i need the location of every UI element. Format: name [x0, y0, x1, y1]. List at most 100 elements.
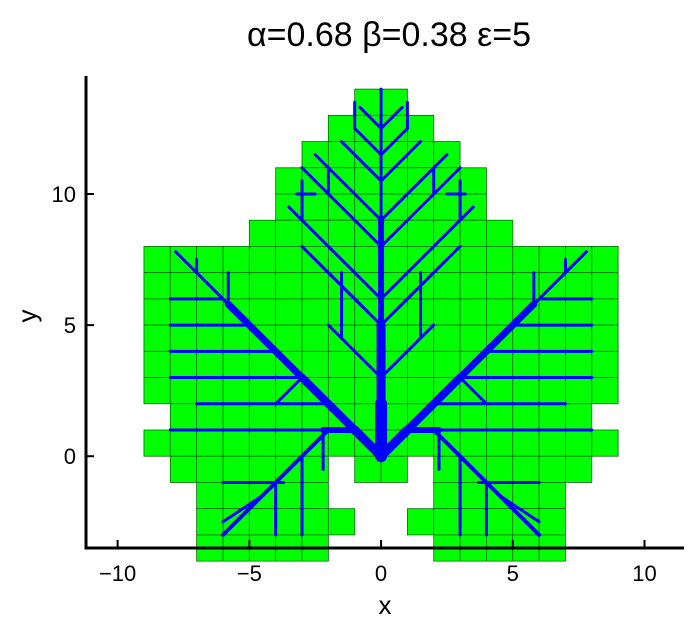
cell — [275, 298, 303, 326]
cell — [169, 272, 198, 300]
cell — [538, 429, 566, 457]
cell — [459, 429, 487, 457]
cell — [248, 508, 277, 536]
cell — [196, 377, 224, 405]
cell — [196, 246, 224, 274]
cell — [565, 350, 593, 378]
cell — [301, 482, 329, 510]
cell — [327, 219, 356, 247]
cell — [591, 350, 619, 378]
cell — [486, 272, 514, 300]
cell — [248, 350, 277, 378]
cell — [143, 272, 171, 300]
cell — [380, 88, 408, 116]
cell — [275, 246, 303, 274]
cell — [169, 403, 198, 431]
cell — [196, 350, 224, 378]
cell — [196, 429, 224, 457]
cell — [512, 429, 540, 457]
x-tick-label: −5 — [237, 561, 262, 586]
cell — [169, 377, 198, 405]
cell — [459, 508, 487, 536]
cell — [565, 403, 593, 431]
cell — [512, 482, 540, 510]
cell — [196, 324, 224, 352]
cell — [143, 298, 171, 326]
cell — [275, 272, 303, 300]
cell — [433, 193, 461, 221]
cell — [406, 377, 435, 405]
cell — [169, 350, 198, 378]
cell — [538, 350, 566, 378]
cells-layer — [143, 88, 619, 562]
tree-branch — [221, 494, 265, 524]
cell — [354, 114, 382, 142]
tree-branch — [532, 250, 589, 306]
cell — [354, 88, 382, 116]
cell — [486, 219, 514, 247]
cell — [222, 482, 250, 510]
cell — [275, 508, 303, 536]
cell — [512, 324, 540, 352]
tree-branch — [174, 250, 230, 306]
cell — [354, 141, 382, 169]
cell — [406, 429, 435, 457]
cell — [143, 377, 171, 405]
tree-branch — [379, 205, 475, 301]
cell — [433, 403, 461, 431]
y-tick-label: 10 — [52, 182, 76, 207]
cell — [196, 482, 224, 510]
cell — [327, 377, 356, 405]
cell — [538, 377, 566, 405]
x-axis-label: x — [379, 590, 392, 620]
cell — [406, 141, 435, 169]
cell — [380, 455, 408, 483]
tree-branch — [350, 425, 386, 461]
cell — [459, 246, 487, 274]
cell — [538, 508, 566, 536]
cell — [327, 141, 356, 169]
cell — [301, 350, 329, 378]
cell — [433, 482, 461, 510]
cell — [486, 377, 514, 405]
cell — [248, 429, 277, 457]
tree-branch — [358, 105, 383, 130]
cell — [591, 324, 619, 352]
cell — [327, 114, 356, 142]
cell — [143, 246, 171, 274]
cell — [486, 508, 514, 536]
tree-branch — [376, 425, 412, 461]
cell — [301, 272, 329, 300]
cell — [143, 429, 171, 457]
cell — [222, 246, 250, 274]
cell — [433, 298, 461, 326]
cell — [538, 403, 566, 431]
cell — [512, 377, 540, 405]
cell — [248, 377, 277, 405]
cell — [143, 350, 171, 378]
cell — [459, 403, 487, 431]
tree-layer — [168, 87, 594, 537]
cell — [222, 403, 250, 431]
cell — [275, 219, 303, 247]
x-tick-label: 5 — [507, 561, 519, 586]
cell — [406, 219, 435, 247]
cell — [354, 455, 382, 483]
tree-branch — [353, 126, 383, 157]
cell — [196, 508, 224, 536]
cell — [327, 429, 356, 457]
cell — [486, 455, 514, 483]
cell — [512, 455, 540, 483]
cell — [222, 324, 250, 352]
cell — [222, 455, 250, 483]
tree-branch — [379, 126, 409, 157]
y-tick-label: 0 — [64, 444, 76, 469]
cell — [459, 482, 487, 510]
cell — [380, 114, 408, 142]
cell — [354, 246, 382, 274]
cell — [222, 350, 250, 378]
tree-branch — [313, 153, 383, 222]
axes-layer: −10 −5 0 5 10 0 5 10 — [52, 76, 684, 586]
cell — [327, 350, 356, 378]
